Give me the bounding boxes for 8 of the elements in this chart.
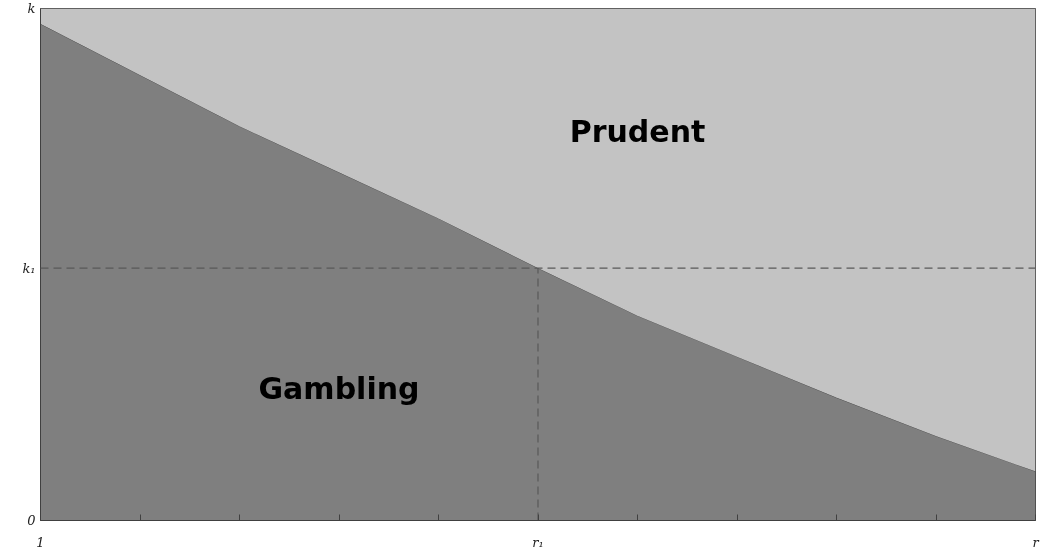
series-label: Prudent xyxy=(569,113,706,149)
series-label: Gambling xyxy=(258,370,420,406)
text: 0 xyxy=(27,513,36,528)
x-tick-label: r₁ xyxy=(532,534,544,550)
ref-line-label: k₁ xyxy=(22,260,36,276)
x-tick-label: r xyxy=(1032,534,1040,550)
text: k xyxy=(27,1,36,16)
x-tick-label: 1 xyxy=(36,534,45,550)
